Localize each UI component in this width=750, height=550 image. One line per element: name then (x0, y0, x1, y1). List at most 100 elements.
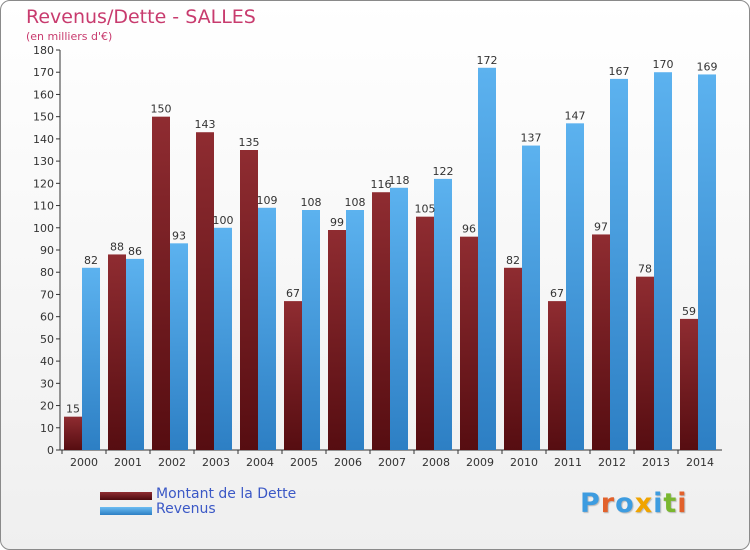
y-tick-label: 160 (33, 88, 54, 101)
data-label-revenus: 109 (257, 194, 278, 207)
bar-revenus (82, 267, 100, 450)
y-tick-label: 170 (33, 66, 54, 79)
data-label-revenus: 169 (697, 60, 718, 73)
x-tick-label: 2005 (290, 456, 318, 469)
legend-swatch-revenus (100, 507, 152, 515)
logo-letter: x (634, 488, 654, 519)
bar-revenus (698, 74, 716, 450)
x-tick-label: 2013 (642, 456, 670, 469)
y-tick-label: 130 (33, 155, 54, 168)
bar-dette (416, 216, 434, 450)
data-label-dette: 67 (550, 287, 564, 300)
bar-revenus (258, 207, 276, 450)
bar-dette (680, 318, 698, 450)
x-tick-label: 2007 (378, 456, 406, 469)
bar-revenus (170, 243, 188, 450)
bar-revenus (302, 210, 320, 450)
chart-bars (64, 67, 716, 451)
x-tick-label: 2014 (686, 456, 714, 469)
data-label-revenus: 172 (477, 54, 498, 67)
data-label-dette: 67 (286, 287, 300, 300)
bar-dette (372, 192, 390, 450)
data-label-dette: 105 (415, 203, 436, 216)
y-tick-label: 90 (40, 244, 54, 257)
data-label-revenus: 122 (433, 165, 454, 178)
bar-revenus (478, 67, 496, 451)
bar-dette (548, 301, 566, 450)
bar-dette (460, 236, 478, 450)
data-label-revenus: 100 (213, 214, 234, 227)
data-label-dette: 59 (682, 305, 696, 318)
x-tick-label: 2011 (554, 456, 582, 469)
y-tick-label: 110 (33, 200, 54, 213)
data-label-dette: 96 (462, 223, 476, 236)
proxiti-logo: Proxiti (580, 488, 688, 519)
logo-letter: i (677, 488, 688, 519)
y-tick-label: 40 (40, 355, 54, 368)
x-tick-label: 2003 (202, 456, 230, 469)
chart-subtitle: (en milliers d'€) (26, 30, 113, 43)
bar-revenus (654, 72, 672, 450)
bar-dette (592, 234, 610, 450)
logo-letter: P (580, 488, 601, 519)
bar-dette (636, 276, 654, 450)
y-tick-label: 20 (40, 400, 54, 413)
data-label-revenus: 108 (345, 196, 366, 209)
logo-letter: i (653, 488, 664, 519)
bar-revenus (214, 227, 232, 450)
x-tick-label: 2010 (510, 456, 538, 469)
logo-letter: t (663, 488, 678, 519)
x-tick-label: 2006 (334, 456, 362, 469)
data-label-revenus: 82 (84, 254, 98, 267)
bar-revenus (434, 178, 452, 450)
data-label-revenus: 118 (389, 174, 410, 187)
data-label-revenus: 86 (128, 245, 142, 258)
data-label-dette: 135 (239, 136, 260, 149)
legend-label-revenus: Revenus (156, 501, 216, 517)
y-tick-label: 10 (40, 422, 54, 435)
data-label-revenus: 170 (653, 58, 674, 71)
y-tick-label: 30 (40, 377, 54, 390)
data-label-revenus: 147 (565, 109, 586, 122)
x-tick-label: 2001 (114, 456, 142, 469)
data-label-dette: 99 (330, 216, 344, 229)
x-tick-label: 2000 (70, 456, 98, 469)
bar-revenus (126, 258, 144, 450)
x-tick-label: 2002 (158, 456, 186, 469)
x-tick-label: 2008 (422, 456, 450, 469)
y-tick-label: 140 (33, 133, 54, 146)
data-label-revenus: 167 (609, 65, 630, 78)
y-tick-label: 100 (33, 222, 54, 235)
data-label-dette: 116 (371, 178, 392, 191)
data-label-dette: 78 (638, 263, 652, 276)
legend-label-dette: Montant de la Dette (156, 486, 297, 502)
data-label-dette: 88 (110, 240, 124, 253)
logo-letter: o (615, 488, 635, 519)
bar-revenus (390, 187, 408, 450)
bar-revenus (610, 78, 628, 450)
x-tick-label: 2004 (246, 456, 274, 469)
bar-dette (240, 150, 258, 450)
y-tick-label: 0 (47, 444, 54, 457)
bar-dette (328, 230, 346, 450)
x-tick-label: 2009 (466, 456, 494, 469)
bar-revenus (346, 210, 364, 450)
data-label-dette: 143 (195, 118, 216, 131)
y-tick-label: 120 (33, 177, 54, 190)
bar-dette (196, 132, 214, 450)
legend-swatch-dette (100, 492, 152, 500)
y-tick-label: 60 (40, 311, 54, 324)
data-label-revenus: 108 (301, 196, 322, 209)
y-tick-label: 80 (40, 266, 54, 279)
x-tick-label: 2012 (598, 456, 626, 469)
data-label-dette: 150 (151, 103, 172, 116)
logo-letter: r (600, 488, 616, 519)
y-tick-label: 50 (40, 333, 54, 346)
data-label-revenus: 137 (521, 132, 542, 145)
chart-axes: 0 10 20 30 40 50 60 70 80 90 100 110 120 130 140 150 160… (33, 44, 722, 469)
bar-dette (504, 267, 522, 450)
y-tick-label: 150 (33, 111, 54, 124)
bar-dette (108, 254, 126, 450)
